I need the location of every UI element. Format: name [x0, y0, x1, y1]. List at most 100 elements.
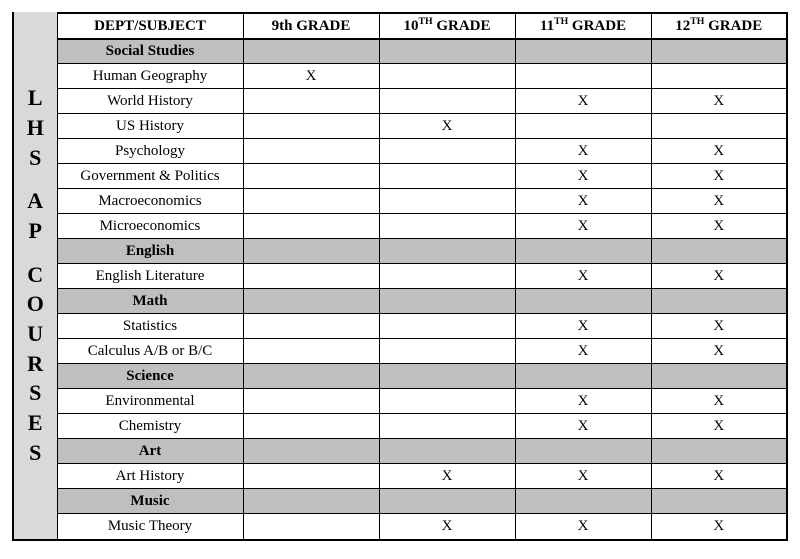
course-name: Human Geography: [57, 64, 243, 89]
sidebar-letter: L: [28, 83, 43, 113]
dept-empty-cell: [243, 364, 379, 389]
course-name: English Literature: [57, 264, 243, 289]
grade-cell-g10: [379, 264, 515, 289]
dept-empty-cell: [243, 39, 379, 64]
sidebar-letter: A: [27, 186, 43, 216]
dept-empty-cell: [379, 39, 515, 64]
dept-empty-cell: [515, 289, 651, 314]
grade-cell-g9: [243, 139, 379, 164]
dept-empty-cell: [243, 289, 379, 314]
sidebar-letter: S: [29, 378, 41, 408]
grade-cell-g12: X: [651, 139, 787, 164]
course-row: Art HistoryXXX: [57, 464, 787, 489]
dept-label: Science: [57, 364, 243, 389]
grade-cell-g11: X: [515, 264, 651, 289]
sidebar-letter: P: [29, 216, 42, 246]
grade-cell-g11: X: [515, 89, 651, 114]
course-name: Music Theory: [57, 514, 243, 539]
grade-cell-g9: [243, 314, 379, 339]
course-row: Calculus A/B or B/CXX: [57, 339, 787, 364]
dept-empty-cell: [651, 489, 787, 514]
course-name: Statistics: [57, 314, 243, 339]
grade-cell-g9: [243, 339, 379, 364]
grade-cell-g10: [379, 64, 515, 89]
grade-cell-g10: [379, 164, 515, 189]
dept-empty-cell: [515, 439, 651, 464]
sidebar-letter: S: [29, 438, 41, 468]
dept-empty-cell: [243, 439, 379, 464]
dept-empty-cell: [515, 489, 651, 514]
grade-cell-g12: [651, 114, 787, 139]
course-name: Macroeconomics: [57, 189, 243, 214]
grade-cell-g10: [379, 139, 515, 164]
grade-cell-g12: X: [651, 464, 787, 489]
dept-empty-cell: [243, 239, 379, 264]
dept-row: Social Studies: [57, 39, 787, 64]
dept-empty-cell: [651, 439, 787, 464]
dept-empty-cell: [379, 439, 515, 464]
course-row: Human GeographyX: [57, 64, 787, 89]
grade-cell-g10: [379, 89, 515, 114]
dept-row: Math: [57, 289, 787, 314]
grade-cell-g12: X: [651, 264, 787, 289]
grade-cell-g12: X: [651, 89, 787, 114]
grade-cell-g10: X: [379, 464, 515, 489]
grade-cell-g11: X: [515, 189, 651, 214]
col-header-g11: 11TH GRADE: [515, 13, 651, 39]
col-header-subject: DEPT/SUBJECT: [57, 13, 243, 39]
dept-label: Math: [57, 289, 243, 314]
grade-cell-g9: [243, 164, 379, 189]
course-row: Music TheoryXXX: [57, 514, 787, 539]
grade-cell-g11: [515, 64, 651, 89]
course-name: World History: [57, 89, 243, 114]
dept-empty-cell: [379, 489, 515, 514]
col-header-g10: 10TH GRADE: [379, 13, 515, 39]
grade-cell-g9: [243, 114, 379, 139]
grade-cell-g9: [243, 214, 379, 239]
sidebar-letter: S: [29, 143, 41, 173]
grade-cell-g11: X: [515, 314, 651, 339]
course-row: ChemistryXX: [57, 414, 787, 439]
grade-cell-g10: [379, 314, 515, 339]
course-name: Art History: [57, 464, 243, 489]
course-table-container: LHSAPCOURSES DEPT/SUBJECT9th GRADE10TH G…: [12, 12, 788, 541]
course-name: Government & Politics: [57, 164, 243, 189]
dept-label: Social Studies: [57, 39, 243, 64]
grade-cell-g10: [379, 189, 515, 214]
grade-cell-g9: [243, 464, 379, 489]
grade-cell-g12: [651, 64, 787, 89]
sidebar-letter: H: [27, 113, 44, 143]
sidebar-letter: O: [27, 289, 44, 319]
dept-empty-cell: [515, 39, 651, 64]
grade-cell-g9: [243, 264, 379, 289]
course-row: US HistoryX: [57, 114, 787, 139]
sidebar-letter: R: [27, 349, 43, 379]
dept-empty-cell: [243, 489, 379, 514]
col-header-g9: 9th GRADE: [243, 13, 379, 39]
course-row: EnvironmentalXX: [57, 389, 787, 414]
grade-cell-g10: [379, 414, 515, 439]
grade-cell-g11: X: [515, 389, 651, 414]
dept-empty-cell: [651, 289, 787, 314]
dept-empty-cell: [379, 239, 515, 264]
grade-cell-g11: X: [515, 414, 651, 439]
course-row: StatisticsXX: [57, 314, 787, 339]
dept-empty-cell: [515, 364, 651, 389]
dept-row: Music: [57, 489, 787, 514]
dept-empty-cell: [515, 239, 651, 264]
dept-row: Science: [57, 364, 787, 389]
course-name: Calculus A/B or B/C: [57, 339, 243, 364]
dept-empty-cell: [651, 364, 787, 389]
grade-cell-g12: X: [651, 389, 787, 414]
course-row: World History XX: [57, 89, 787, 114]
grade-cell-g9: [243, 89, 379, 114]
dept-row: English: [57, 239, 787, 264]
grade-cell-g10: [379, 214, 515, 239]
grade-cell-g10: [379, 339, 515, 364]
dept-row: Art: [57, 439, 787, 464]
grade-cell-g12: X: [651, 514, 787, 539]
dept-empty-cell: [651, 39, 787, 64]
grade-cell-g12: X: [651, 414, 787, 439]
dept-label: Art: [57, 439, 243, 464]
grade-cell-g9: [243, 514, 379, 539]
